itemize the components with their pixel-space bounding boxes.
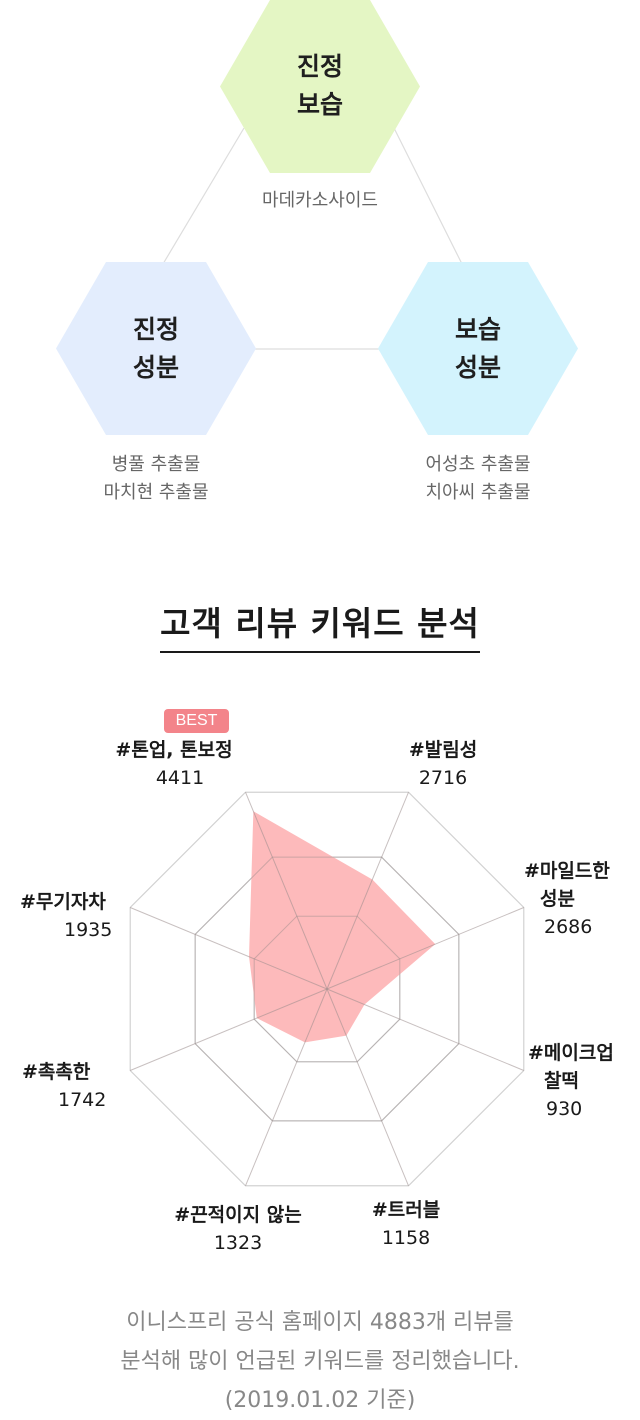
section-title: 고객 리뷰 키워드 분석 <box>0 597 640 653</box>
keyword-label-trouble: #트러블 1158 <box>356 1196 456 1252</box>
keyword-name: #발림성 <box>408 739 478 761</box>
keyword-count: 1323 <box>213 1232 263 1254</box>
ingredient-centella: 병풀 추출물 <box>111 454 201 475</box>
keyword-name-line2: 찰떡 <box>544 1070 579 1092</box>
keyword-count: 1742 <box>58 1089 107 1111</box>
radar-spoke-7 <box>130 988 328 1071</box>
radar-spoke-6 <box>245 988 328 1186</box>
keyword-label-makeup-fit: #메이크업 찰떡 930 <box>528 1039 628 1123</box>
radar-grid-overlay-1 <box>253 915 401 1063</box>
radar-grid-overlay-2 <box>194 856 460 1122</box>
hex-soothing-ingredients: 진정 성분 <box>56 262 256 435</box>
radar-spoke-1 <box>245 792 328 990</box>
radar-spoke-4 <box>326 988 524 1071</box>
keyword-count: 2716 <box>418 767 468 789</box>
footnote-line1: 이니스프리 공식 홈페이지 4883개 리뷰를 <box>126 1310 514 1335</box>
keyword-name: #무기자차 <box>20 891 106 913</box>
hex-top-line1: 진정 <box>296 51 343 81</box>
radar-spoke-2 <box>326 792 409 990</box>
keyword-count: 930 <box>546 1098 583 1120</box>
hex-top-line2: 보습 <box>296 89 343 119</box>
keyword-count: 1935 <box>64 919 113 941</box>
hex-left-line2: 성분 <box>132 352 179 382</box>
keyword-name: #톤업, 톤보정 <box>115 739 233 761</box>
top-ingredients: 마데카소사이드 <box>220 187 420 215</box>
ingredient-madecassoside: 마데카소사이드 <box>262 190 378 211</box>
keyword-label-spreadability: #발림성 2716 <box>388 736 498 792</box>
radar-data-area <box>249 811 436 1043</box>
radar-spoke-8 <box>130 907 328 990</box>
keyword-name: #트러블 <box>371 1199 441 1221</box>
ingredient-chia-seed: 치아씨 추출물 <box>425 482 531 503</box>
keyword-name: #촉촉한 <box>22 1061 91 1083</box>
footnote-line2: 분석해 많이 언급된 키워드를 정리했습니다. <box>120 1349 520 1374</box>
best-badge: BEST <box>164 709 229 733</box>
section-title-text: 고객 리뷰 키워드 분석 <box>160 597 480 653</box>
keyword-label-non-sticky: #끈적이지 않는 1323 <box>158 1201 318 1257</box>
hex-right-line1: 보습 <box>454 314 501 344</box>
footnote: 이니스프리 공식 홈페이지 4883개 리뷰를 분석해 많이 언급된 키워드를 … <box>0 1303 640 1420</box>
keyword-name-line2: 성분 <box>540 888 575 910</box>
footnote-line3: (2019.01.02 기준) <box>224 1388 416 1413</box>
radar-spoke-3 <box>326 907 524 990</box>
connector-top-left <box>162 127 245 265</box>
hex-left-line1: 진정 <box>132 314 179 344</box>
keyword-count: 2686 <box>544 916 593 938</box>
radar-chart <box>129 791 525 1187</box>
keyword-label-tone-up: #톤업, 톤보정 4411 <box>104 736 244 792</box>
hex-right-line2: 성분 <box>454 352 501 382</box>
keyword-name: #메이크업 <box>528 1042 614 1064</box>
diagram-connectors <box>162 127 463 350</box>
keyword-name: #끈적이지 않는 <box>174 1204 302 1226</box>
keyword-count: 1158 <box>381 1227 431 1249</box>
connector-top-right <box>393 127 463 265</box>
keyword-name: #마일드한 <box>524 860 610 882</box>
keyword-label-moist: #촉촉한 1742 <box>22 1058 122 1114</box>
ingredient-houttuynia: 어성초 추출물 <box>425 454 531 475</box>
keyword-label-mineral-sunscreen: #무기자차 1935 <box>20 888 140 944</box>
right-ingredients: 어성초 추출물 치아씨 추출물 <box>378 451 578 507</box>
radar-spoke-5 <box>326 988 409 1186</box>
keyword-label-mild-ingredients: #마일드한 성분 2686 <box>524 857 624 941</box>
keyword-count: 4411 <box>155 767 205 789</box>
ingredient-purslane: 마치현 추출물 <box>103 482 209 503</box>
left-ingredients: 병풀 추출물 마치현 추출물 <box>56 451 256 507</box>
